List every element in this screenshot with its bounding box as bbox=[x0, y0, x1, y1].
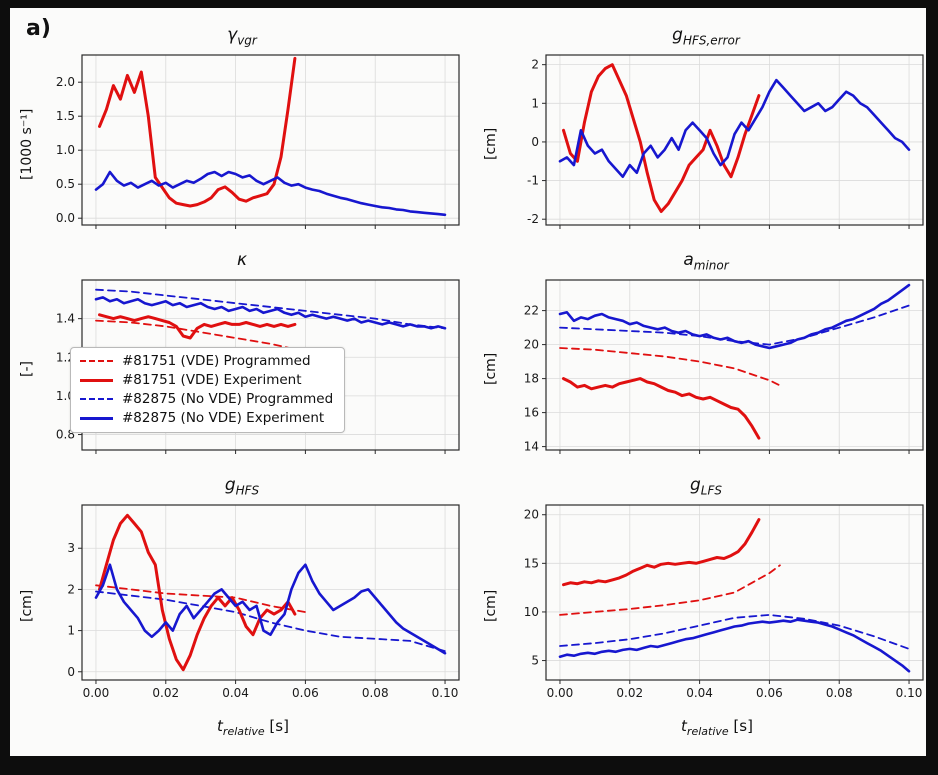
legend-line-sample bbox=[80, 416, 113, 420]
svg-text:0.04: 0.04 bbox=[686, 686, 713, 700]
chart-g-hfs-error: gHFS,error [cm] -2 -1 0 1 2 bbox=[480, 24, 932, 240]
y-axis-label: [cm] bbox=[483, 352, 499, 386]
legend-item-label: #81751 (VDE) Programmed bbox=[122, 353, 311, 369]
plot-gamma-vgr: 0.0 0.5 1.0 1.5 2.0 bbox=[56, 54, 460, 229]
svg-text:0.08: 0.08 bbox=[826, 686, 853, 700]
chart-a-minor: aminor [cm] 14 16 18 20 22 bbox=[480, 249, 932, 465]
legend-item-label: #82875 (No VDE) Programmed bbox=[122, 391, 334, 407]
svg-text:0.02: 0.02 bbox=[616, 686, 643, 700]
svg-text:5: 5 bbox=[531, 654, 539, 668]
svg-text:-2: -2 bbox=[527, 212, 539, 226]
svg-text:1.5: 1.5 bbox=[56, 109, 75, 123]
chart-title: κ bbox=[236, 250, 248, 270]
chart-gamma-vgr: γvgr [1000 s⁻¹] 0.0 0.5 1.0 1.5 2.0 bbox=[16, 24, 468, 240]
y-axis-label: [1000 s⁻¹] bbox=[19, 108, 35, 180]
svg-text:0.00: 0.00 bbox=[547, 686, 574, 700]
svg-text:1: 1 bbox=[67, 624, 75, 638]
chart-title: gLFS bbox=[689, 475, 722, 498]
legend-item: #82875 (No VDE) Experiment bbox=[80, 410, 333, 426]
legend-item-label: #81751 (VDE) Experiment bbox=[122, 372, 302, 388]
chart-title: gHFS,error bbox=[672, 25, 740, 48]
panel-label: a) bbox=[26, 16, 51, 41]
svg-text:10: 10 bbox=[524, 605, 539, 619]
svg-text:1: 1 bbox=[531, 96, 539, 110]
svg-text:18: 18 bbox=[524, 372, 539, 386]
svg-text:0: 0 bbox=[67, 665, 75, 679]
legend: #81751 (VDE) Programmed #81751 (VDE) Exp… bbox=[70, 347, 346, 433]
legend-item-label: #82875 (No VDE) Experiment bbox=[122, 410, 325, 426]
figure-panel: a) γvgr [1000 s⁻¹] 0.0 0.5 1.0 1.5 2.0 gHFS,… bbox=[10, 8, 926, 756]
svg-text:0.00: 0.00 bbox=[83, 686, 110, 700]
x-axis-label: trelative [s] bbox=[217, 717, 289, 738]
plot-a-minor: 14 16 18 20 22 bbox=[524, 279, 924, 454]
plot-g-hfs: 0.00 0.02 0.04 0.06 0.08 0.10 0 1 2 3 bbox=[67, 504, 460, 700]
svg-text:2: 2 bbox=[67, 582, 75, 596]
chart-title: γvgr bbox=[227, 25, 257, 48]
svg-text:2.0: 2.0 bbox=[56, 75, 75, 89]
chart-kappa: κ [-] 0.8 1.0 1.2 1.4 #81751 (VDE) Programm… bbox=[16, 249, 468, 465]
plot-g-lfs: 0.00 0.02 0.04 0.06 0.08 0.10 5 10 15 20 bbox=[524, 504, 924, 700]
chart-g-lfs: gLFS [cm] 0.00 0.02 0.04 0.06 0.08 0.10 5 10 15 2… bbox=[480, 474, 932, 740]
svg-text:0.06: 0.06 bbox=[292, 686, 319, 700]
legend-item: #82875 (No VDE) Programmed bbox=[80, 391, 333, 407]
svg-text:0: 0 bbox=[531, 135, 539, 149]
chart-title: aminor bbox=[683, 250, 729, 273]
svg-text:1.0: 1.0 bbox=[56, 143, 75, 157]
legend-item: #81751 (VDE) Experiment bbox=[80, 372, 333, 388]
chart-title: gHFS bbox=[224, 475, 260, 498]
svg-text:3: 3 bbox=[67, 541, 75, 555]
svg-text:22: 22 bbox=[524, 304, 539, 318]
svg-text:0.02: 0.02 bbox=[152, 686, 179, 700]
y-axis-label: [cm] bbox=[19, 589, 35, 623]
svg-text:0.06: 0.06 bbox=[756, 686, 783, 700]
svg-text:0.08: 0.08 bbox=[362, 686, 389, 700]
svg-text:2: 2 bbox=[531, 58, 539, 72]
svg-text:-1: -1 bbox=[527, 174, 539, 188]
y-axis-label: [-] bbox=[19, 361, 35, 377]
plot-g-hfs-error: -2 -1 0 1 2 bbox=[527, 54, 924, 229]
svg-text:20: 20 bbox=[524, 338, 539, 352]
subplot-grid: γvgr [1000 s⁻¹] 0.0 0.5 1.0 1.5 2.0 gHFS,err… bbox=[10, 8, 926, 740]
svg-text:0.10: 0.10 bbox=[432, 686, 459, 700]
legend-line-sample bbox=[80, 378, 113, 382]
legend-line-sample bbox=[80, 360, 113, 362]
x-axis-label: trelative [s] bbox=[681, 717, 753, 738]
svg-text:20: 20 bbox=[524, 508, 539, 522]
y-axis-label: [cm] bbox=[483, 589, 499, 623]
svg-text:0.10: 0.10 bbox=[896, 686, 923, 700]
svg-text:15: 15 bbox=[524, 556, 539, 570]
svg-text:16: 16 bbox=[524, 406, 539, 420]
svg-text:0.5: 0.5 bbox=[56, 177, 75, 191]
svg-text:14: 14 bbox=[524, 440, 539, 454]
legend-item: #81751 (VDE) Programmed bbox=[80, 353, 333, 369]
y-axis-label: [cm] bbox=[483, 127, 499, 161]
svg-text:0.04: 0.04 bbox=[222, 686, 249, 700]
chart-g-hfs: gHFS [cm] 0.00 0.02 0.04 0.06 0.08 0.10 0 1 2 3 t… bbox=[16, 474, 468, 740]
svg-text:0.0: 0.0 bbox=[56, 211, 75, 225]
legend-line-sample bbox=[80, 398, 113, 400]
svg-text:1.4: 1.4 bbox=[56, 312, 75, 326]
